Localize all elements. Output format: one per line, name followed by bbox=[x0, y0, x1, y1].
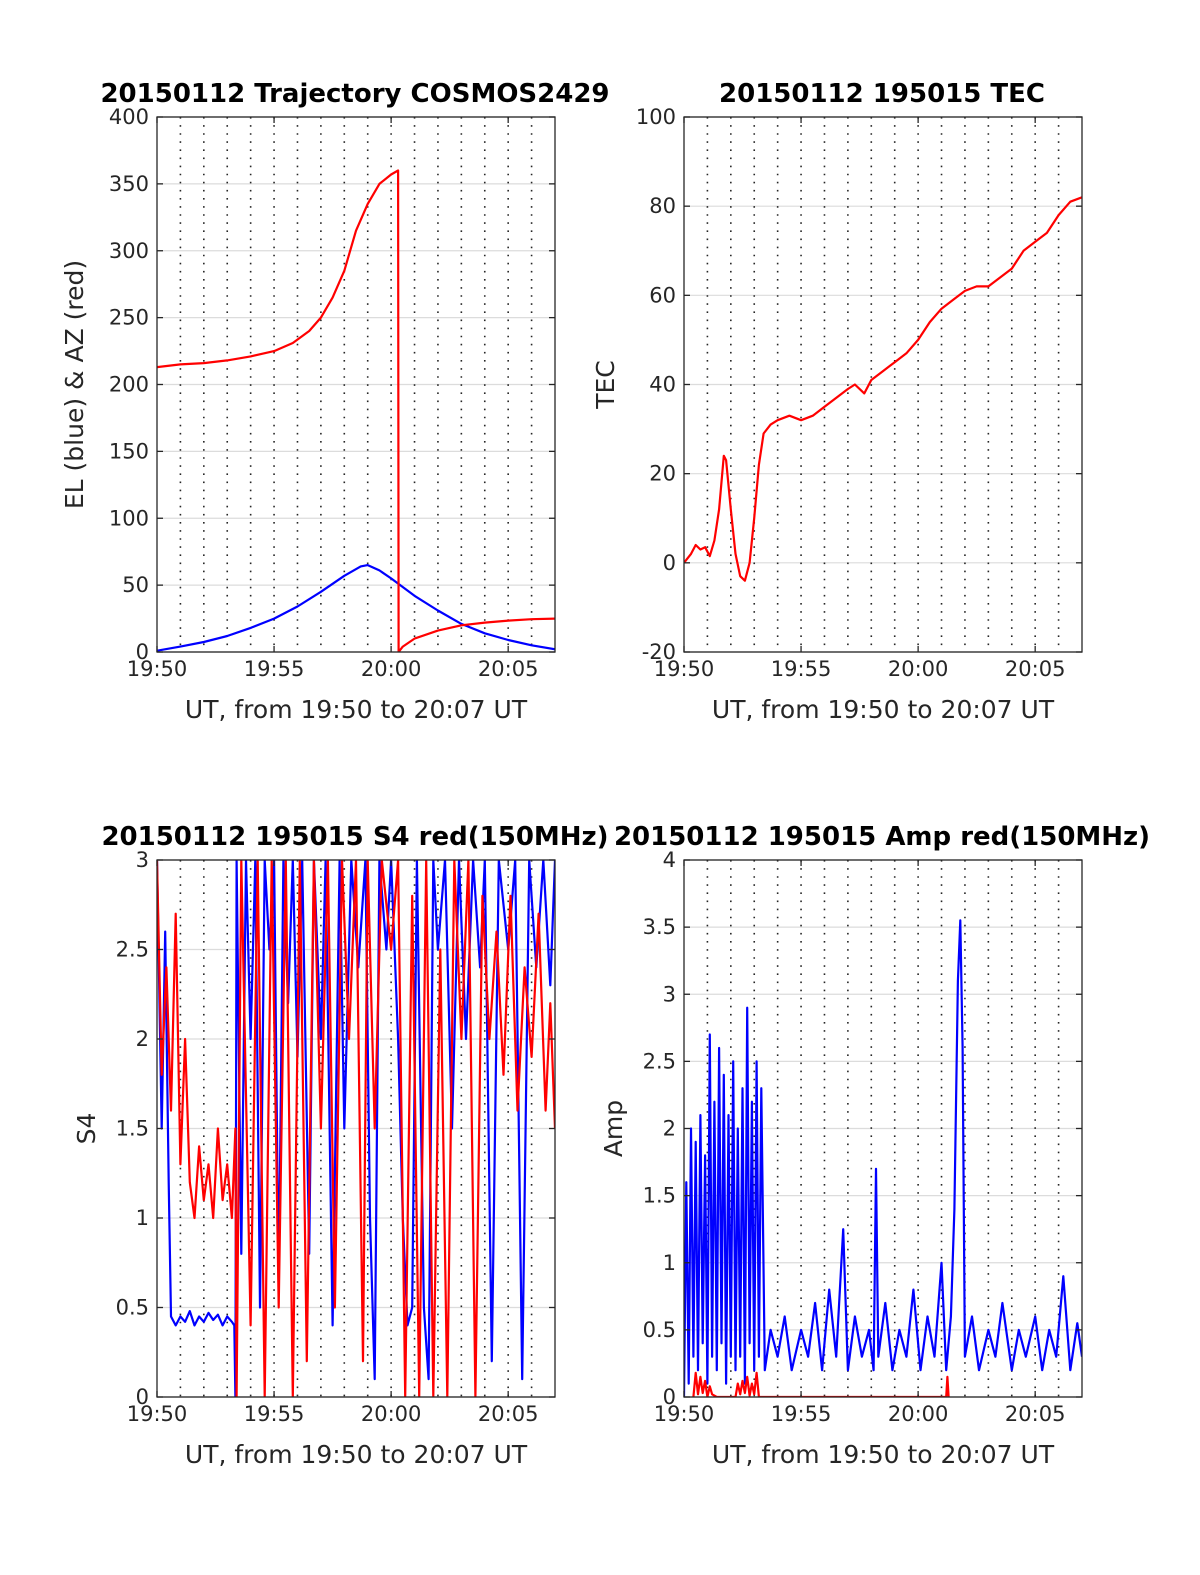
y-tick-label: 20 bbox=[649, 462, 676, 486]
y-tick-label: 250 bbox=[109, 306, 149, 330]
chart-title: 20150112 Trajectory COSMOS2429 bbox=[100, 79, 609, 109]
y-tick-label: 0 bbox=[136, 640, 149, 664]
y-tick-label: 2.5 bbox=[116, 938, 149, 962]
x-axis-label: UT, from 19:50 to 20:07 UT bbox=[712, 1440, 1055, 1469]
y-tick-label: 4 bbox=[663, 848, 676, 872]
y-tick-label: -20 bbox=[642, 640, 676, 664]
y-tick-label: 300 bbox=[109, 239, 149, 263]
x-tick-label: 20:00 bbox=[361, 1402, 422, 1426]
y-tick-label: 100 bbox=[636, 105, 676, 129]
x-tick-label: 19:55 bbox=[771, 657, 832, 681]
x-tick-label: 20:05 bbox=[1005, 657, 1066, 681]
x-tick-label: 19:50 bbox=[654, 1402, 715, 1426]
y-tick-label: 100 bbox=[109, 506, 149, 530]
y-tick-label: 0 bbox=[136, 1385, 149, 1409]
y-tick-label: 2 bbox=[136, 1027, 149, 1051]
x-tick-label: 19:55 bbox=[771, 1402, 832, 1426]
y-tick-label: 350 bbox=[109, 172, 149, 196]
y-axis-label: EL (blue) & AZ (red) bbox=[60, 260, 89, 509]
trajectory-series-blue bbox=[157, 564, 555, 652]
s4-axes: 0 0.5 1 1.5 2 2.5 3 19:50 19:55 20:00 20:05 UT, fro… bbox=[72, 822, 609, 1469]
y-tick-label: 60 bbox=[649, 283, 676, 307]
x-tick-label: 20:00 bbox=[888, 657, 949, 681]
x-tick-label: 20:05 bbox=[478, 657, 539, 681]
amp-series-blue bbox=[684, 919, 1082, 1397]
x-tick-label: 20:00 bbox=[361, 657, 422, 681]
x-axis-label: UT, from 19:50 to 20:07 UT bbox=[185, 695, 528, 724]
y-tick-label: 3.5 bbox=[643, 915, 676, 939]
y-axis-label: Amp bbox=[599, 1100, 628, 1157]
y-tick-label: 0.5 bbox=[116, 1296, 149, 1320]
y-tick-label: 2.5 bbox=[643, 1049, 676, 1073]
x-tick-label: 20:05 bbox=[1005, 1402, 1066, 1426]
y-tick-label: 80 bbox=[649, 194, 676, 218]
x-tick-label: 19:55 bbox=[244, 657, 305, 681]
y-tick-label: 1.5 bbox=[643, 1184, 676, 1208]
x-tick-label: 20:00 bbox=[888, 1402, 949, 1426]
y-tick-label: 1.5 bbox=[116, 1117, 149, 1141]
tec-axes: -20 0 20 40 60 80 100 19:50 19:55 20:00 20:05 UT, f… bbox=[591, 79, 1083, 724]
y-tick-label: 1 bbox=[663, 1251, 676, 1275]
y-tick-label: 40 bbox=[649, 373, 676, 397]
x-tick-label: 19:50 bbox=[127, 657, 188, 681]
x-axis-label: UT, from 19:50 to 20:07 UT bbox=[185, 1440, 528, 1469]
chart-title: 20150112 195015 S4 red(150MHz) bbox=[101, 822, 608, 852]
y-tick-label: 400 bbox=[109, 105, 149, 129]
x-tick-label: 19:55 bbox=[244, 1402, 305, 1426]
y-tick-label: 1 bbox=[136, 1206, 149, 1230]
x-tick-label: 19:50 bbox=[127, 1402, 188, 1426]
y-tick-label: 0 bbox=[663, 551, 676, 575]
amp-series-red bbox=[692, 1371, 950, 1397]
tec-series-red bbox=[684, 196, 1082, 582]
y-axis-label: TEC bbox=[591, 360, 620, 410]
y-tick-label: 3 bbox=[136, 848, 149, 872]
y-tick-label: 3 bbox=[663, 982, 676, 1006]
y-tick-label: 0 bbox=[663, 1385, 676, 1409]
trajectory-axes: 0 50 100 150 200 250 300 350 400 19:50 19:55 20:00 2… bbox=[60, 79, 610, 724]
trajectory-series-red bbox=[157, 169, 555, 652]
amp-axes: 0 0.5 1 1.5 2 2.5 3 3.5 4 19:50 19:55 20:00 20:05 UT,… bbox=[599, 822, 1150, 1469]
x-axis-label: UT, from 19:50 to 20:07 UT bbox=[712, 695, 1055, 724]
x-tick-label: 20:05 bbox=[478, 1402, 539, 1426]
y-tick-label: 2 bbox=[663, 1117, 676, 1141]
y-axis-label: S4 bbox=[72, 1113, 101, 1145]
chart-title: 20150112 195015 TEC bbox=[719, 79, 1045, 109]
s4-series-red bbox=[157, 860, 555, 1397]
y-tick-label: 50 bbox=[122, 573, 149, 597]
x-tick-label: 19:50 bbox=[654, 657, 715, 681]
chart-title: 20150112 195015 Amp red(150MHz) bbox=[614, 822, 1150, 852]
y-tick-label: 200 bbox=[109, 373, 149, 397]
y-tick-label: 0.5 bbox=[643, 1318, 676, 1342]
y-tick-label: 150 bbox=[109, 439, 149, 463]
